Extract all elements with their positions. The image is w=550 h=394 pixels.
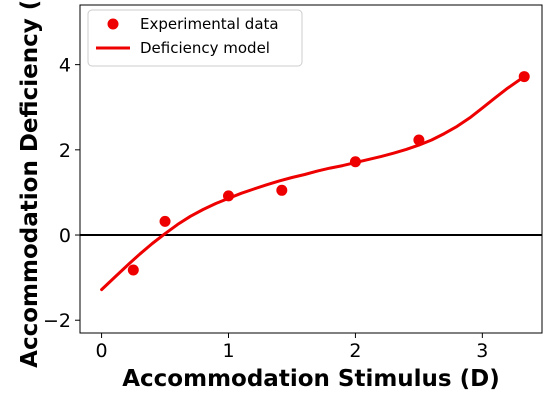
y-tick-label: 2	[59, 140, 71, 162]
x-tick-label: 2	[349, 340, 361, 362]
plot-frame	[79, 4, 543, 334]
experimental-data-point	[349, 156, 361, 168]
data-point-layer	[127, 71, 530, 276]
x-tick-label: 0	[96, 340, 108, 362]
tick-layer: 0 1 2 3 −2 0 2 4	[43, 55, 488, 362]
experimental-data-point	[159, 215, 171, 227]
x-tick-label: 1	[222, 340, 234, 362]
x-axis-title: Accommodation Stimulus (D)	[122, 366, 500, 392]
experimental-data-point	[127, 264, 139, 276]
x-tick-label: 3	[476, 340, 488, 362]
legend: Experimental data Deficiency model	[87, 9, 303, 67]
experimental-data-point	[518, 71, 530, 83]
y-tick-label: −2	[43, 310, 71, 332]
legend-marker-experimental-data	[107, 18, 119, 30]
legend-label-experimental-data: Experimental data	[140, 15, 279, 33]
legend-label-deficiency-model: Deficiency model	[140, 39, 270, 57]
legend-box	[87, 9, 303, 67]
y-tick-label: 0	[59, 225, 71, 247]
experimental-data-point	[413, 134, 425, 146]
model-line-layer	[100, 75, 526, 292]
y-axis-title: Accommodation Deficiency (D)	[17, 0, 43, 368]
deficiency-model-line	[100, 75, 526, 292]
y-tick-label: 4	[59, 55, 71, 77]
experimental-data-point	[223, 190, 234, 202]
experimental-data-point	[276, 184, 288, 196]
